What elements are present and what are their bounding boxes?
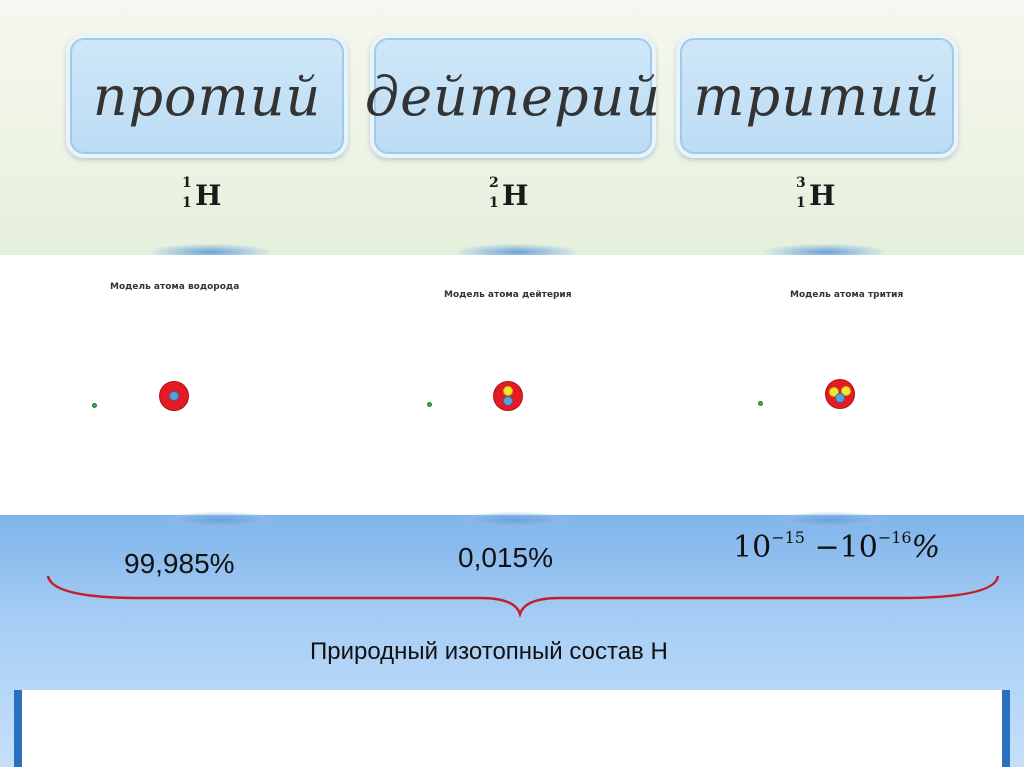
atomic-number: 1 [182,195,192,211]
mass-number: 1 [182,175,192,191]
nuclide-deuterium: 2 1 H [483,175,543,225]
element-symbol: H [195,179,222,212]
footer-panel [14,690,1010,767]
element-symbol: H [809,179,836,212]
model-title-tritium: Модель атома трития [790,290,904,300]
glow-accent [455,512,575,528]
glow-accent [770,512,890,528]
model-title-deuterium: Модель атома дейтерия [444,290,572,300]
electron-dot [427,402,432,407]
abundance-deuterium: 0,015% [458,542,553,573]
mass-number: 2 [489,175,499,191]
neutron-dot [841,386,851,396]
proton-dot [503,396,513,406]
proton-dot [835,393,845,403]
isotope-card-protium: протий [66,34,348,158]
abundance-tritium: 10−15 −10−16% [733,528,941,565]
caption: Природный изотопный состав Н [310,638,668,665]
neutron-dot [829,387,839,397]
nuclide-tritium: 3 1 H [790,175,850,225]
atomic-number: 1 [489,195,499,211]
isotope-name-tritium: тритий [693,64,941,128]
nucleus-tritium [825,379,855,409]
curly-brace [46,575,1000,619]
nucleus-protium [159,381,189,411]
glow-accent [160,512,280,528]
electron-dot [92,403,97,408]
abundance-protium: 99,985% [124,548,235,579]
electron-dot [758,401,763,406]
element-symbol: H [502,179,529,212]
proton-dot [169,391,179,401]
model-title-protium: Модель атома водорода [110,282,240,292]
neutron-dot [503,386,513,396]
isotope-card-deuterium: дейтерий [365,34,660,158]
nucleus-deuterium [493,381,523,411]
isotope-name-protium: протий [92,64,322,128]
isotope-card-tritium: тритий [676,34,958,158]
atomic-number: 1 [796,195,806,211]
mass-number: 3 [796,175,806,191]
isotope-name-deuterium: дейтерий [364,64,662,128]
nuclide-protium: 1 1 H [176,175,236,225]
